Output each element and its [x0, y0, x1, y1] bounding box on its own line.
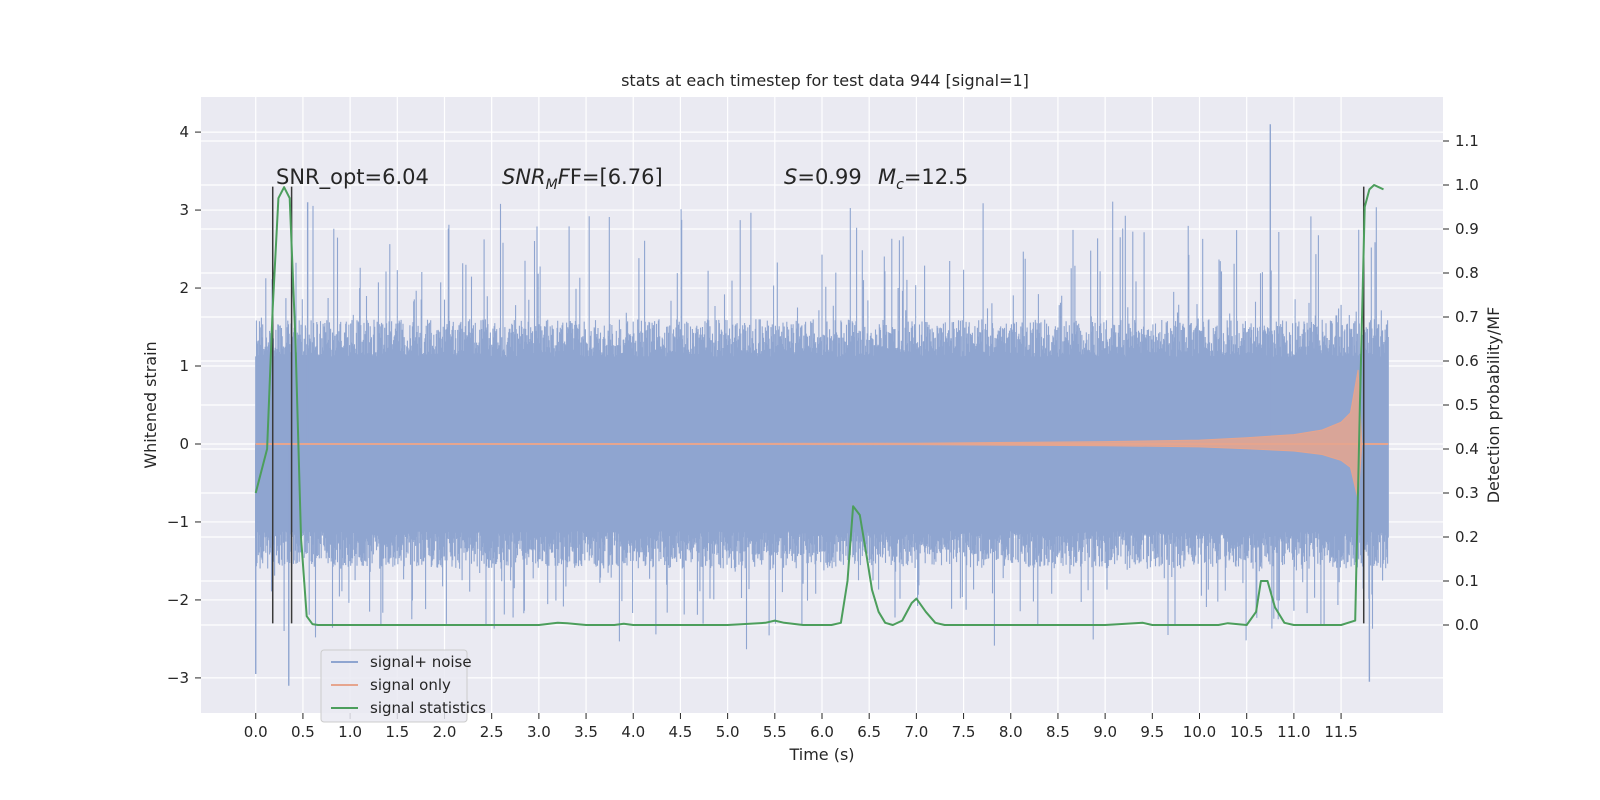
- x-tick-label: 5.5: [763, 723, 787, 741]
- annotation-mc: Mc=12.5: [878, 165, 968, 193]
- x-tick-label: 3.0: [527, 723, 551, 741]
- y-right-tick-label: 0.5: [1455, 396, 1479, 414]
- y-right-tick-label: 0.8: [1455, 264, 1479, 282]
- x-tick-label: 1.0: [338, 723, 362, 741]
- chart-title: stats at each timestep for test data 944…: [621, 71, 1029, 90]
- x-tick-label: 9.5: [1140, 723, 1164, 741]
- y-right-tick-label: 0.0: [1455, 616, 1479, 634]
- annotation-snr-mf: SNRMFF=[6.76]: [502, 165, 663, 193]
- y-axis-ticks-left: −3 −2 −1 0 1 2 3 4: [167, 123, 201, 687]
- annotation-snr-mf-rest: F=[6.76]: [570, 165, 663, 189]
- x-axis-ticks: 0.0 0.5 1.0 1.5 2.0 2.5 3.0 3.5 4.0 4.5 5.0 5.5 6.0 6…: [244, 713, 1358, 741]
- y-tick-label: 0: [179, 435, 189, 453]
- y-tick-label: −2: [167, 591, 189, 609]
- x-tick-label: 7.5: [952, 723, 976, 741]
- y-tick-label: 3: [179, 201, 189, 219]
- x-tick-label: 8.0: [999, 723, 1023, 741]
- x-tick-label: 6.0: [810, 723, 834, 741]
- y-axis-label-left: Whitened strain: [141, 341, 160, 468]
- x-tick-label: 8.5: [1046, 723, 1070, 741]
- x-tick-label: 9.0: [1093, 723, 1117, 741]
- x-tick-label: 3.5: [574, 723, 598, 741]
- x-tick-label: 4.0: [621, 723, 645, 741]
- y-right-tick-label: 0.4: [1455, 440, 1479, 458]
- y-axis-ticks-right: 0.0 0.1 0.2 0.3 0.4 0.5 0.6 0.7 0.8 0.9 1.0 1.1: [1443, 132, 1479, 634]
- annotation-snr-mf-rest-f: F: [558, 165, 571, 189]
- x-axis-label: Time (s): [788, 745, 854, 764]
- legend-label-signal-only: signal only: [370, 676, 451, 694]
- x-tick-label: 11.0: [1277, 723, 1310, 741]
- legend-label-signal-noise: signal+ noise: [370, 653, 472, 671]
- y-right-tick-label: 0.9: [1455, 220, 1479, 238]
- annotation-snr-opt: SNR_opt=6.04: [276, 165, 429, 190]
- annotation-snr-mf-base: SNR: [502, 165, 546, 189]
- legend-label-signal-statistics: signal statistics: [370, 699, 486, 717]
- x-tick-label: 5.0: [716, 723, 740, 741]
- y-tick-label: 4: [179, 123, 189, 141]
- annotation-snr-mf-sub: M: [546, 177, 558, 193]
- annotation-s: S=0.99: [784, 165, 862, 189]
- y-right-tick-label: 0.7: [1455, 308, 1479, 326]
- x-tick-label: 6.5: [857, 723, 881, 741]
- signal-statistics-line: [254, 184, 1384, 626]
- x-tick-label: 2.5: [480, 723, 504, 741]
- annotation-mc-symbol: M: [878, 165, 896, 189]
- y-tick-label: 2: [179, 279, 189, 297]
- x-tick-label: 10.5: [1230, 723, 1263, 741]
- annotation-mc-sub: c: [896, 177, 904, 193]
- y-right-tick-label: 0.6: [1455, 352, 1479, 370]
- series-signal-statistics: [254, 184, 1384, 626]
- y-right-tick-label: 1.0: [1455, 176, 1479, 194]
- x-tick-label: 11.5: [1324, 723, 1357, 741]
- y-right-tick-label: 0.2: [1455, 528, 1479, 546]
- y-right-tick-label: 0.1: [1455, 572, 1479, 590]
- x-tick-label: 1.5: [385, 723, 409, 741]
- y-right-tick-label: 1.1: [1455, 132, 1479, 150]
- y-tick-label: −1: [167, 513, 189, 531]
- x-tick-label: 0.5: [291, 723, 315, 741]
- x-tick-label: 10.0: [1183, 723, 1216, 741]
- annotation-mc-value: =12.5: [904, 165, 968, 189]
- annotation-s-symbol: S: [784, 165, 797, 189]
- x-tick-label: 7.0: [904, 723, 928, 741]
- y-right-tick-label: 0.3: [1455, 484, 1479, 502]
- y-tick-label: −3: [167, 669, 189, 687]
- legend: signal+ noise signal only signal statist…: [320, 649, 486, 723]
- x-tick-label: 0.0: [244, 723, 268, 741]
- x-tick-label: 2.0: [433, 723, 457, 741]
- y-tick-label: 1: [179, 357, 189, 375]
- legend-box: [320, 649, 468, 723]
- x-tick-label: 4.5: [669, 723, 693, 741]
- y-axis-label-right: Detection probability/MF: [1484, 307, 1503, 504]
- series-signal-only: [255, 369, 1389, 500]
- annotation-s-value: =0.99: [797, 165, 861, 189]
